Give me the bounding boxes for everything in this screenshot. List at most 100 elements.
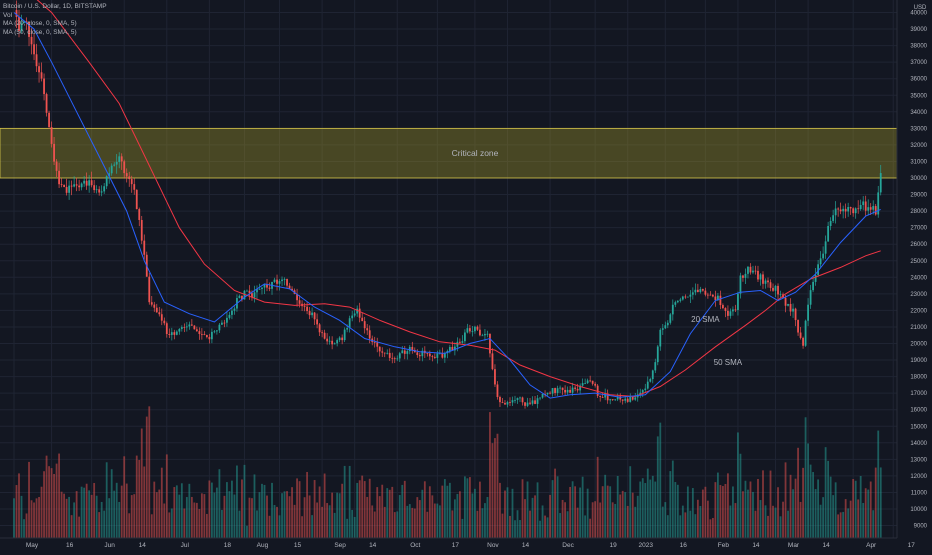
volume-bar <box>35 498 38 538</box>
volume-bar <box>496 433 499 538</box>
candle-body <box>343 329 346 341</box>
candle-body <box>283 278 286 280</box>
volume-bar <box>321 506 324 538</box>
volume-bar <box>183 508 186 538</box>
candle-body <box>313 312 316 320</box>
candle-body <box>288 285 291 289</box>
volume-bar <box>684 512 687 538</box>
candle-body <box>130 179 133 185</box>
candle-body <box>133 184 136 190</box>
volume-bar <box>223 495 226 538</box>
candle-body <box>579 385 582 391</box>
volume-bar <box>787 510 789 538</box>
volume-bar <box>772 505 774 538</box>
volume-bar <box>844 499 847 538</box>
x-tick-label: 17 <box>452 542 460 549</box>
candle-body <box>418 355 421 357</box>
volume-bar <box>20 495 23 538</box>
candle-body <box>717 295 719 301</box>
volume-bar <box>341 483 344 538</box>
volume-bar <box>291 487 293 538</box>
candle-body <box>767 280 769 283</box>
volume-bar <box>676 484 679 538</box>
candle-body <box>474 326 476 332</box>
volume-bar <box>581 476 584 538</box>
candle-body <box>464 332 466 342</box>
volume-bar <box>133 494 136 538</box>
candle-body <box>443 353 446 358</box>
candle-body <box>140 219 143 241</box>
volume-bar <box>45 455 48 538</box>
volume-bar <box>847 508 850 538</box>
candle-body <box>789 303 792 312</box>
volume-bar <box>817 479 820 538</box>
candle-body <box>794 308 797 321</box>
volume-bar <box>456 493 459 538</box>
volume-bar <box>253 474 256 538</box>
candle-body <box>85 180 88 186</box>
candle-body <box>624 398 627 401</box>
volume-bar <box>443 479 446 538</box>
volume-bar <box>799 501 802 538</box>
volume-bar <box>228 491 231 538</box>
candle-body <box>78 185 81 188</box>
candle-body <box>163 320 166 324</box>
volume-bar <box>381 484 384 538</box>
candle-body <box>83 180 86 184</box>
candle-body <box>346 328 349 330</box>
volume-bar <box>634 506 637 538</box>
candle-body <box>20 23 23 31</box>
candle-body <box>574 387 577 389</box>
candle-body <box>258 289 261 290</box>
candle-body <box>353 313 356 316</box>
candle-body <box>877 192 880 215</box>
candle-body <box>671 304 674 315</box>
candle-body <box>802 337 804 346</box>
volume-bar <box>296 478 298 538</box>
volume-bar <box>185 497 188 538</box>
volume-bar <box>266 495 268 538</box>
volume-bar <box>98 512 101 538</box>
volume-bar <box>794 478 797 538</box>
candle-body <box>411 346 414 350</box>
volume-bar <box>418 500 421 538</box>
volume-bar <box>644 483 647 538</box>
candle-body <box>669 314 672 323</box>
volume-bar <box>757 478 759 538</box>
volume-bar <box>178 494 181 538</box>
candle-body <box>859 205 862 210</box>
chart-title: Bitcoin / U.S. Dollar, 1D, BITSTAMP <box>3 3 107 10</box>
volume-bar <box>859 475 862 538</box>
volume-bar <box>534 495 536 538</box>
candle-body <box>175 331 178 335</box>
candle-body <box>108 173 111 177</box>
candle-body <box>193 325 196 330</box>
volume-bar <box>33 502 35 538</box>
sma20-label: 20 SMA <box>691 315 720 324</box>
volume-bar <box>852 479 855 538</box>
candle-body <box>218 324 221 331</box>
volume-bar <box>163 503 166 538</box>
candle-body <box>797 320 799 333</box>
volume-bar <box>148 406 151 538</box>
volume-bar <box>549 494 551 538</box>
volume-bar <box>403 480 406 538</box>
x-tick-label: Jun <box>104 542 115 549</box>
candle-body <box>521 397 524 403</box>
candle-body <box>609 399 612 401</box>
y-tick-label: 36000 <box>910 77 927 83</box>
candle-body <box>33 44 35 55</box>
candle-body <box>686 296 689 298</box>
candle-body <box>461 341 464 343</box>
x-tick-label: 16 <box>66 542 74 549</box>
volume-bar <box>704 486 707 538</box>
x-tick-label: 18 <box>224 542 232 549</box>
candle-body <box>629 396 632 402</box>
candle-body <box>777 285 779 295</box>
candle-body <box>606 393 609 401</box>
candle-body <box>90 180 93 186</box>
volume-bar <box>393 512 396 538</box>
volume-bar <box>824 447 827 538</box>
candle-body <box>433 356 436 358</box>
volume-bar <box>531 497 534 538</box>
